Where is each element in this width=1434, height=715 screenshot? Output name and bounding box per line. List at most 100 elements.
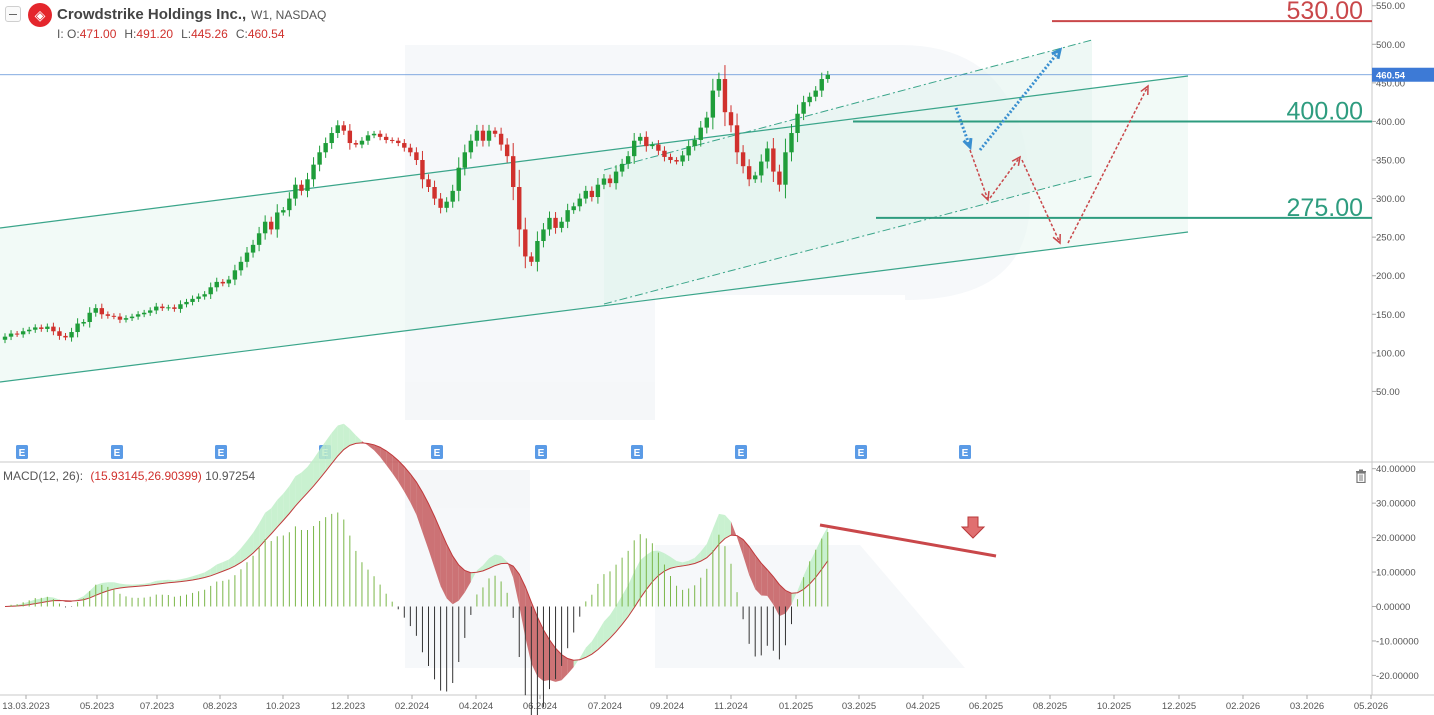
channel-lower-line — [0, 231, 1189, 383]
candle-body — [777, 171, 782, 185]
macd-cloud-segment — [755, 555, 762, 596]
forecast-arrow-red-3-head — [1052, 233, 1061, 245]
macd-cloud-segment — [470, 570, 477, 582]
chart-header: ◈ Crowdstrike Holdings Inc., W1, NASDAQ … — [0, 0, 700, 44]
crowdstrike-falcon-icon: ◈ — [28, 3, 52, 27]
price-tick-label: 500.00 — [1376, 40, 1405, 51]
macd-cloud-segment — [29, 599, 36, 605]
price-tick-label: 300.00 — [1376, 194, 1405, 205]
candle-body — [87, 312, 92, 323]
macd-cloud-segment — [718, 513, 725, 545]
macd-cloud-segment — [803, 562, 810, 590]
macd-cloud-segment — [53, 597, 60, 601]
candle-body — [69, 332, 74, 338]
time-tick-label: 08.2023 — [203, 701, 237, 712]
symbol-name: Crowdstrike Holdings Inc., — [57, 6, 247, 23]
macd-cloud-segment — [422, 492, 429, 550]
candle-body — [589, 190, 595, 198]
candle-body — [371, 133, 377, 136]
macd-cloud-segment — [47, 596, 54, 602]
ohlc-open: 471.00 — [79, 27, 117, 41]
macd-cloud-segment — [368, 443, 375, 451]
macd-cloud-segment — [428, 503, 435, 569]
candle-body — [154, 306, 159, 311]
earnings-marker — [631, 445, 643, 459]
forecast-arrow-red-3 — [1021, 159, 1061, 244]
macd-cloud-segment — [555, 648, 562, 682]
macd-cloud-segment — [307, 458, 314, 493]
macd-cloud-segment — [410, 473, 417, 515]
macd-cloud-segment — [313, 449, 320, 487]
candle-body — [807, 96, 812, 103]
macd-cloud-segment — [35, 598, 42, 604]
earnings-marker — [735, 445, 747, 459]
candle-body — [129, 316, 135, 319]
time-tick-label: 09.2024 — [650, 701, 684, 712]
candle-body — [583, 190, 588, 199]
macd-cloud-segment — [374, 444, 381, 457]
macd-cloud-segment — [767, 569, 774, 605]
macd-cloud-segment — [688, 557, 695, 565]
macd-cloud-segment — [712, 513, 719, 552]
last-price-tag — [1372, 67, 1434, 82]
collapse-button[interactable] — [5, 6, 21, 22]
macd-cloud-segment — [204, 568, 211, 578]
candle-body — [619, 163, 625, 172]
ohlc-readout: I: O:471.00 H:491.20 L:445.26 C:460.54 — [57, 27, 293, 41]
candle-body — [771, 148, 776, 172]
candle-body — [39, 327, 44, 329]
macd-cloud-segment — [253, 523, 260, 554]
macd-cloud-segment — [628, 571, 635, 617]
level-label: 400.00 — [1287, 97, 1363, 125]
macd-cloud-segment — [458, 564, 465, 601]
macd-cloud-segment — [404, 466, 411, 503]
candle-body — [141, 312, 147, 315]
macd-cloud-segment — [749, 546, 756, 590]
candle-body — [559, 221, 564, 228]
time-tick-label: 07.2024 — [588, 701, 622, 712]
candle-body — [184, 301, 189, 305]
channel-upper-line — [0, 75, 1189, 229]
candle-body — [426, 179, 431, 188]
earnings-marker — [535, 445, 547, 459]
candle-body — [595, 184, 601, 198]
macd-cloud-segment — [815, 537, 822, 578]
candle-body — [383, 136, 389, 140]
candle-body — [432, 187, 437, 199]
forecast-arrow-red-2-head — [1011, 155, 1022, 166]
price-tick-label: 250.00 — [1376, 233, 1405, 244]
macd-cloud-segment — [289, 476, 296, 514]
macd-cloud-segment — [797, 575, 804, 593]
macd-tick-label: 40.00000 — [1376, 464, 1416, 475]
candle-body — [33, 327, 38, 330]
candle-body — [825, 74, 830, 80]
macd-cloud-segment — [283, 485, 290, 521]
trash-icon[interactable] — [1355, 469, 1367, 483]
candle-body — [753, 175, 758, 180]
last-price-tag-label: 460.54 — [1376, 71, 1406, 82]
candle-body — [81, 322, 86, 324]
macd-cloud-segment — [452, 556, 459, 605]
macd-cloud-segment — [325, 432, 332, 472]
candle-body — [250, 244, 256, 253]
candle-body — [45, 326, 50, 329]
macd-histogram — [10, 512, 829, 715]
candle-body — [63, 335, 68, 338]
candle-body — [190, 298, 195, 302]
candle-body — [692, 139, 697, 147]
macd-cloud-segment — [416, 482, 423, 533]
macd-cloud-segment — [567, 658, 574, 675]
candle-body — [281, 210, 286, 213]
candle-body — [123, 318, 129, 320]
macd-cloud-segment — [700, 543, 707, 562]
earnings-marker — [855, 445, 867, 459]
candle-body — [408, 147, 413, 153]
candle-body — [553, 217, 558, 228]
forecast-arrow-red-1 — [969, 149, 989, 201]
candle-body — [801, 102, 806, 114]
time-tick-label: 08.2025 — [1033, 701, 1067, 712]
candle-body — [390, 139, 395, 141]
macd-cloud-segment — [440, 530, 447, 599]
candle-body — [456, 167, 461, 191]
